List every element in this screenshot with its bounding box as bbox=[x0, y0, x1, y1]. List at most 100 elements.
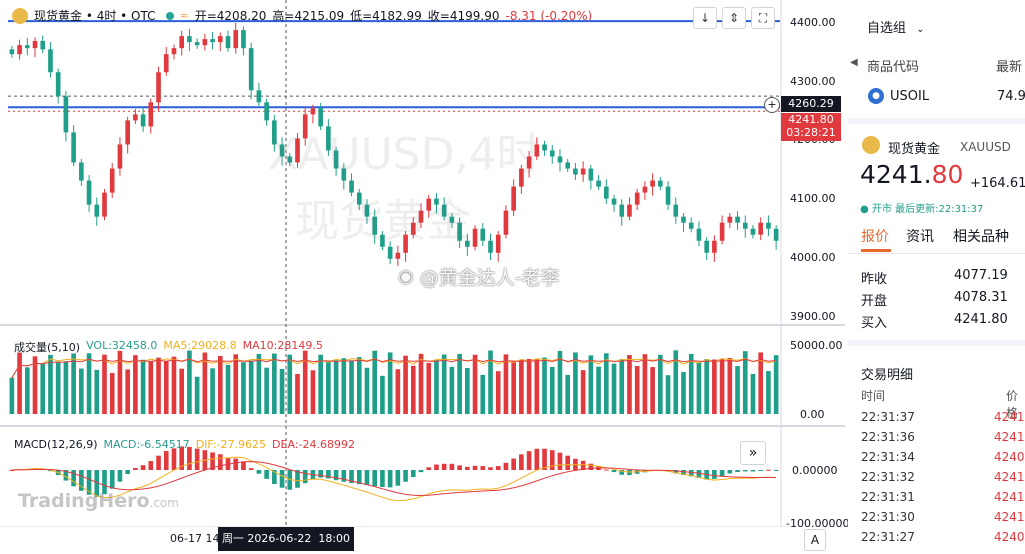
macd-legend: MACD(12,26,9) MACD:-6.54517 DIF:-27.9625… bbox=[14, 438, 355, 451]
macd-histogram-bar bbox=[380, 470, 385, 487]
watch-symbol[interactable]: USOIL bbox=[890, 89, 930, 104]
volume-bar bbox=[434, 359, 439, 414]
volume-title[interactable]: 成交量(5,10) bbox=[14, 341, 81, 354]
volume-bar bbox=[217, 355, 223, 414]
fullscreen-icon[interactable]: ⛶ bbox=[751, 7, 775, 29]
last-update: 最后更新:22:31:37 bbox=[895, 204, 984, 215]
candle-body bbox=[410, 222, 416, 235]
volume-value: VOL:32458.0 bbox=[86, 339, 158, 352]
crosshair-price-label: 4260.29 bbox=[781, 96, 841, 112]
time-axis[interactable] bbox=[0, 527, 845, 554]
expand-chevrons-icon[interactable]: » bbox=[740, 441, 766, 465]
collapse-icon[interactable]: ⇕ bbox=[722, 7, 746, 29]
candle-body bbox=[742, 222, 748, 229]
macd-title[interactable]: MACD(12,26,9) bbox=[14, 438, 98, 451]
candle-body bbox=[79, 162, 84, 181]
volume-bar bbox=[279, 368, 285, 414]
candle-body bbox=[403, 234, 408, 253]
macd-histogram-bar bbox=[495, 466, 501, 470]
watermark-name: 现货黄金 bbox=[295, 196, 471, 247]
open-value: 开=4208.20 bbox=[194, 9, 267, 23]
volume-bar bbox=[287, 354, 293, 414]
add-alert-icon[interactable]: + bbox=[764, 97, 780, 113]
candle-body bbox=[773, 228, 779, 241]
volume-bar bbox=[125, 369, 130, 414]
col-header-code[interactable]: 商品代码 bbox=[867, 60, 920, 75]
quote-price: 4241.80 bbox=[860, 160, 963, 189]
volume-bar bbox=[457, 353, 462, 414]
auto-scale-button[interactable]: A bbox=[804, 529, 826, 551]
macd-histogram-bar bbox=[719, 470, 725, 477]
trade-time: 22:31:34 bbox=[861, 450, 915, 464]
stat-value: 4077.19 bbox=[954, 268, 1008, 283]
macd-histogram-bar bbox=[727, 470, 733, 474]
oil-icon: ● bbox=[868, 88, 884, 104]
macd-dea: DEA:-24.68992 bbox=[272, 438, 355, 451]
candle-body bbox=[441, 204, 447, 217]
tab-quote[interactable]: 报价 bbox=[861, 229, 889, 245]
candle-body bbox=[480, 228, 486, 241]
low-value: 低=4182.99 bbox=[350, 9, 422, 23]
volume-bar bbox=[766, 371, 771, 414]
volume-bar bbox=[387, 352, 393, 414]
tab-news[interactable]: 资讯 bbox=[906, 229, 934, 245]
macd-histogram-bar bbox=[526, 451, 532, 470]
macd-dea-line bbox=[11, 461, 777, 497]
trade-price: 4241 bbox=[994, 490, 1025, 504]
macd-histogram-bar bbox=[426, 467, 432, 470]
volume-bar bbox=[179, 368, 185, 414]
macd-histogram-bar bbox=[372, 470, 378, 487]
macd-histogram-bar bbox=[187, 446, 192, 470]
candle-body bbox=[735, 216, 740, 223]
macd-histogram-bar bbox=[194, 448, 200, 470]
macd-histogram-bar bbox=[673, 470, 679, 474]
symbol-title[interactable]: 现货黄金 • 4时 • OTC bbox=[34, 9, 156, 23]
macd-histogram-bar bbox=[403, 470, 408, 482]
candle-body bbox=[380, 234, 385, 247]
col-header-latest[interactable]: 最新 bbox=[996, 60, 1023, 75]
volume-bar bbox=[519, 359, 524, 414]
macd-histogram-bar bbox=[766, 469, 771, 471]
watchlist-selector[interactable]: 自选组 ⌄ bbox=[867, 17, 925, 36]
macd-histogram-bar bbox=[256, 470, 262, 474]
macd-histogram-bar bbox=[318, 470, 323, 478]
volume-bar bbox=[333, 360, 339, 414]
tab-related[interactable]: 相关品种 bbox=[953, 229, 1009, 245]
volume-bar bbox=[202, 352, 208, 414]
candle-body bbox=[356, 192, 362, 205]
candle-body bbox=[302, 114, 308, 139]
volume-bar bbox=[704, 359, 709, 414]
candle-body bbox=[125, 120, 130, 145]
brand-watermark: TradingHero.com bbox=[18, 490, 179, 512]
candle-body bbox=[187, 36, 192, 43]
volume-bar bbox=[9, 377, 15, 414]
volume-bar bbox=[63, 361, 69, 414]
candle-body bbox=[133, 114, 138, 121]
candle-body bbox=[341, 168, 347, 181]
chart-area[interactable]: 现货黄金 • 4时 • OTC ≈ 开=4208.20 高=4215.09 低=… bbox=[0, 0, 849, 554]
caret-left-icon[interactable]: ◀ bbox=[850, 57, 858, 68]
brand-name: TradingHero bbox=[18, 490, 150, 512]
macd-histogram-bar bbox=[418, 470, 424, 473]
volume-bar bbox=[665, 375, 671, 414]
candle-body bbox=[326, 126, 331, 151]
macd-dif: DIF:-27.9625 bbox=[195, 438, 267, 451]
chart-canvas[interactable] bbox=[0, 0, 845, 554]
arrow-down-icon[interactable]: ↓ bbox=[693, 7, 717, 29]
macd-histogram-bar bbox=[326, 470, 331, 479]
candle-body bbox=[349, 180, 354, 193]
right-panel: 自选组 ⌄ ◀ 商品代码 最新 ● USOIL 74.9 现货黄金 XAUUSD… bbox=[848, 0, 1025, 554]
volume-ma10-line bbox=[11, 358, 777, 378]
candle-body bbox=[17, 45, 22, 55]
volume-bar bbox=[194, 376, 200, 414]
divider bbox=[848, 118, 1025, 124]
macd-histogram-bar bbox=[295, 470, 300, 488]
volume-bar bbox=[48, 354, 53, 414]
volume-bar bbox=[449, 366, 455, 414]
volume-bar bbox=[619, 359, 625, 414]
macd-histogram-bar bbox=[272, 470, 277, 484]
candle-body bbox=[465, 240, 470, 247]
volume-bar bbox=[210, 368, 215, 414]
macd-histogram-bar bbox=[542, 448, 547, 470]
watermark-credit: ◉ @黄金达人-老李 bbox=[398, 263, 560, 290]
